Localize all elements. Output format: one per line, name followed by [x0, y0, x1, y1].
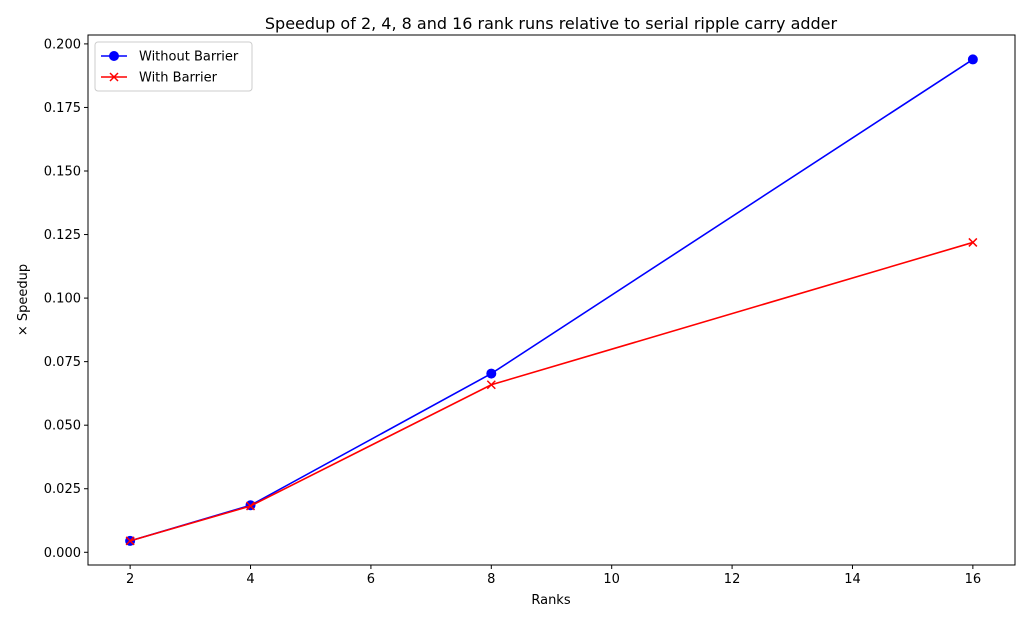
legend-label: With Barrier — [139, 71, 218, 86]
legend-box — [94, 41, 253, 92]
y-tick-label: 0.000 — [44, 546, 81, 561]
chart-title: Speedup of 2, 4, 8 and 16 rank runs rela… — [265, 14, 838, 33]
data-point — [968, 237, 978, 247]
y-tick-label: 0.150 — [44, 164, 81, 179]
x-axis: 2 4 6 8 10 12 14 16 — [126, 565, 981, 587]
data-point — [486, 380, 496, 390]
plot-area — [125, 54, 978, 546]
x-tick-label: 4 — [246, 572, 254, 587]
data-point — [245, 501, 256, 511]
y-axis: 0.000 0.025 0.050 0.075 0.100 0.125 0.150 0.175… — [44, 37, 88, 561]
x-tick-label: 14 — [844, 572, 861, 587]
series-with-barrier — [125, 237, 978, 546]
data-point — [125, 536, 135, 546]
x-tick-label: 12 — [724, 572, 741, 587]
legend-item: With Barrier — [101, 71, 218, 86]
series-line — [129, 58, 974, 542]
x-axis-label: Ranks — [531, 593, 570, 608]
legend-label: Without Barrier — [139, 50, 239, 65]
legend-item: Without Barrier — [101, 50, 239, 65]
y-axis-label: × Speedup — [16, 264, 31, 336]
legend-marker — [109, 72, 119, 82]
x-tick-label: 16 — [965, 572, 982, 587]
y-tick-label: 0.025 — [44, 482, 81, 497]
series-without-barrier — [125, 54, 978, 546]
data-point — [967, 54, 978, 65]
x-tick-label: 10 — [603, 572, 620, 587]
y-tick-label: 0.050 — [44, 419, 81, 434]
legend: Without Barrier With Barrier — [94, 41, 253, 92]
legend-marker — [109, 51, 119, 61]
y-tick-label: 0.075 — [44, 355, 81, 370]
series-line — [129, 241, 974, 542]
x-tick-label: 8 — [487, 572, 495, 587]
x-tick-label: 2 — [126, 572, 134, 587]
y-tick-label: 0.100 — [44, 292, 81, 307]
y-tick-label: 0.175 — [44, 101, 81, 116]
data-point — [486, 368, 497, 379]
x-tick-label: 6 — [367, 572, 375, 587]
axes-frame — [87, 34, 1016, 566]
y-tick-label: 0.200 — [44, 37, 81, 52]
y-tick-label: 0.125 — [44, 228, 81, 243]
